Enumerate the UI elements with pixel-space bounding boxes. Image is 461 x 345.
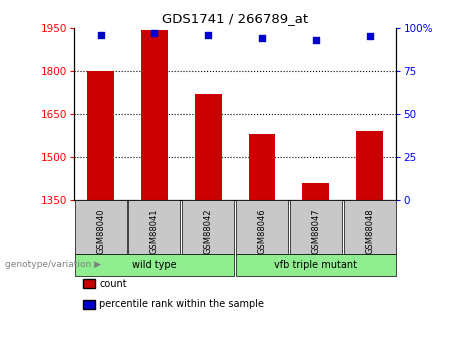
Title: GDS1741 / 266789_at: GDS1741 / 266789_at <box>162 12 308 25</box>
Text: count: count <box>99 279 127 289</box>
Text: wild type: wild type <box>132 260 177 270</box>
Point <box>205 32 212 37</box>
Point <box>366 33 373 39</box>
Text: GSM88041: GSM88041 <box>150 208 159 254</box>
Bar <box>302 183 329 200</box>
Point <box>258 35 266 41</box>
Bar <box>141 30 168 200</box>
Point <box>97 32 104 37</box>
Text: GSM88048: GSM88048 <box>365 208 374 254</box>
Bar <box>195 94 222 200</box>
Text: percentile rank within the sample: percentile rank within the sample <box>99 299 264 309</box>
Text: GSM88047: GSM88047 <box>311 208 320 254</box>
Bar <box>248 134 275 200</box>
Bar <box>356 131 383 200</box>
Text: genotype/variation ▶: genotype/variation ▶ <box>5 260 100 269</box>
Text: GSM88046: GSM88046 <box>258 208 266 254</box>
Text: GSM88042: GSM88042 <box>204 208 213 254</box>
Point <box>151 30 158 36</box>
Bar <box>87 71 114 200</box>
Text: vfb triple mutant: vfb triple mutant <box>274 260 357 270</box>
Point <box>312 37 319 42</box>
Text: GSM88040: GSM88040 <box>96 208 105 254</box>
